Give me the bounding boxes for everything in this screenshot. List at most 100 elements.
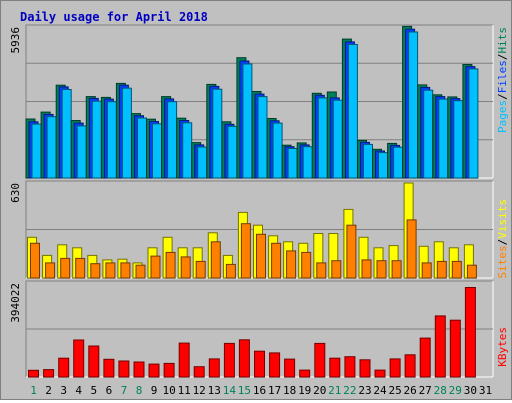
bar-sites-day-18 — [286, 250, 297, 279]
bar-pages-day-6 — [106, 101, 117, 179]
bar-sites-day-25 — [391, 260, 402, 279]
bar-kbytes-day-14 — [223, 342, 235, 378]
legend-entry: Pages — [496, 100, 509, 133]
bar-pages-day-1 — [31, 123, 42, 179]
bar-sites-day-27 — [421, 262, 432, 279]
bar-pages-day-15 — [242, 63, 253, 179]
y-max-label: 630 — [9, 183, 22, 203]
legend-entry: Sites — [496, 245, 509, 278]
chart-panels: 5936 630 394022 — [9, 24, 494, 378]
x-tick-label: 2 — [45, 384, 52, 397]
bar-kbytes-day-25 — [389, 358, 401, 378]
bar-pages-day-27 — [423, 89, 434, 179]
bar-kbytes-day-12 — [193, 366, 205, 378]
bar-pages-day-3 — [61, 89, 72, 179]
bar-sites-day-19 — [301, 251, 312, 279]
panel-bottom: 394022 — [9, 280, 494, 378]
x-tick-label: 31 — [479, 384, 492, 397]
legend-entry: Files — [496, 60, 509, 93]
bar-kbytes-day-2 — [43, 369, 55, 378]
bar-kbytes-day-13 — [208, 358, 220, 378]
legend-entry: / — [496, 93, 509, 100]
bar-kbytes-day-23 — [359, 359, 371, 378]
bar-sites-day-16 — [256, 233, 266, 279]
bar-sites-day-14 — [225, 263, 236, 279]
bar-kbytes-day-21 — [329, 357, 341, 378]
bar-pages-day-17 — [272, 122, 283, 179]
x-tick-label: 20 — [313, 384, 326, 397]
x-tick-label: 28 — [434, 384, 447, 397]
bar-sites-day-28 — [436, 260, 447, 279]
bar-sites-day-13 — [210, 241, 221, 279]
bar-sites-day-3 — [60, 257, 71, 279]
bar-kbytes-day-3 — [58, 357, 70, 378]
bar-pages-day-16 — [257, 96, 268, 179]
bar-pages-day-30 — [468, 68, 479, 179]
bar-sites-day-11 — [180, 256, 191, 279]
bar-kbytes-day-11 — [178, 342, 190, 378]
legend-entry: Visits — [496, 199, 509, 239]
bar-pages-day-28 — [438, 98, 449, 179]
legend-entry: KBytes — [496, 327, 509, 367]
legend-entry: Hits — [496, 27, 509, 54]
bar-pages-day-12 — [197, 146, 208, 179]
bar-pages-day-7 — [121, 87, 132, 179]
x-tick-label: 19 — [298, 384, 311, 397]
bar-kbytes-day-10 — [163, 362, 175, 378]
x-tick-label: 4 — [75, 384, 82, 397]
bar-sites-day-12 — [195, 260, 206, 279]
bar-kbytes-day-27 — [419, 337, 431, 378]
bar-kbytes-day-22 — [344, 356, 356, 378]
bar-pages-day-25 — [393, 146, 404, 179]
x-tick-label: 26 — [403, 384, 416, 397]
bar-sites-day-24 — [376, 260, 387, 279]
bar-kbytes-day-28 — [434, 315, 446, 378]
x-tick-label: 21 — [328, 384, 341, 397]
bar-kbytes-day-5 — [88, 345, 100, 378]
y-max-label: 5936 — [9, 27, 22, 54]
bar-kbytes-day-15 — [238, 339, 250, 378]
bar-pages-day-11 — [182, 122, 193, 179]
x-axis-labels: 1 2 3 4 5 6 7 8 9 10 11 12 13 14 15 16 17 18 19 20 21 22 23 24 2… — [30, 384, 492, 397]
bar-sites-day-22 — [346, 224, 357, 279]
bar-pages-day-29 — [453, 100, 464, 179]
bar-sites-day-23 — [361, 259, 372, 279]
bar-kbytes-day-26 — [404, 354, 416, 378]
bar-sites-day-30 — [466, 264, 477, 279]
x-tick-label: 30 — [464, 384, 477, 397]
bar-sites-day-5 — [90, 263, 101, 279]
bar-kbytes-day-7 — [118, 360, 130, 378]
bar-pages-day-20 — [317, 97, 328, 179]
x-tick-label: 22 — [343, 384, 356, 397]
bar-kbytes-day-4 — [73, 339, 85, 378]
bar-kbytes-day-17 — [269, 352, 281, 378]
bar-sites-day-17 — [271, 242, 282, 279]
x-tick-label: 17 — [268, 384, 281, 397]
bar-pages-day-14 — [227, 125, 238, 179]
x-tick-label: 5 — [90, 384, 97, 397]
x-tick-label: 29 — [449, 384, 462, 397]
x-tick-label: 12 — [193, 384, 206, 397]
bar-pages-day-19 — [302, 146, 313, 179]
bar-pages-day-10 — [167, 101, 178, 179]
x-tick-label: 13 — [208, 384, 221, 397]
x-tick-label: 18 — [283, 384, 296, 397]
bar-sites-day-8 — [135, 264, 146, 279]
bar-pages-day-2 — [46, 116, 57, 179]
bar-sites-day-1 — [30, 242, 40, 279]
bar-sites-day-7 — [120, 262, 131, 279]
x-tick-label: 25 — [388, 384, 401, 397]
bar-pages-day-4 — [76, 125, 87, 179]
bar-pages-day-8 — [137, 117, 147, 179]
legend-0: Pages/Files/Hits — [496, 27, 509, 133]
bar-sites-day-29 — [451, 260, 462, 279]
x-tick-label: 23 — [358, 384, 371, 397]
x-tick-label: 27 — [419, 384, 432, 397]
x-tick-label: 24 — [373, 384, 387, 397]
bar-kbytes-day-16 — [254, 350, 265, 378]
bar-pages-day-9 — [152, 123, 162, 179]
bar-pages-day-13 — [212, 88, 223, 179]
